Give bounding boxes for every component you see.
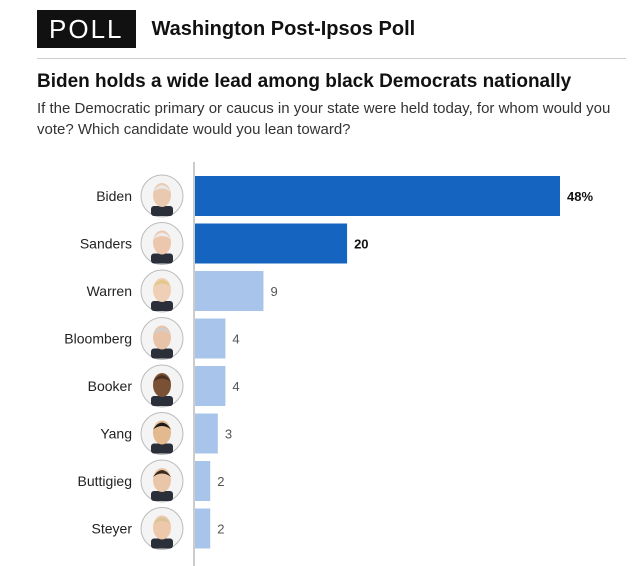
category-label: Booker	[88, 378, 133, 394]
bar	[195, 508, 211, 549]
bar-row: Sanders 20	[80, 222, 369, 265]
value-label: 4	[232, 379, 239, 394]
biden-portrait-icon	[140, 174, 184, 218]
category-label: Yang	[100, 426, 132, 442]
category-label: Buttigieg	[78, 473, 132, 489]
poll-source-title: Washington Post-Ipsos Poll	[151, 17, 416, 40]
value-label: 3	[225, 427, 232, 442]
bar	[195, 366, 226, 406]
category-label: Biden	[96, 188, 132, 204]
chart-title: Biden holds a wide lead among black Demo…	[37, 71, 572, 92]
poll-header: POLL Washington Post-Ipsos Poll	[37, 10, 415, 48]
category-label: Warren	[87, 283, 132, 299]
category-label: Bloomberg	[64, 331, 132, 347]
bloomberg-portrait-icon	[140, 317, 184, 360]
bar-row: Yang 3	[100, 412, 232, 455]
bar	[195, 413, 218, 454]
header-divider	[37, 58, 626, 59]
value-label: 48%	[567, 189, 593, 204]
chart-subtitle: If the Democratic primary or caucus in y…	[37, 100, 611, 138]
poll-badge: POLL	[37, 10, 136, 48]
bar-row: Buttigieg 2	[78, 459, 224, 503]
bar-row: Warren 9	[87, 269, 278, 313]
category-label: Sanders	[80, 236, 132, 252]
bar-row: Bloomberg 4	[64, 317, 240, 360]
steyer-portrait-icon	[140, 507, 184, 550]
category-label: Steyer	[92, 521, 133, 537]
buttigieg-portrait-icon	[140, 459, 184, 503]
bar	[195, 461, 211, 501]
booker-portrait-icon	[140, 364, 184, 408]
value-label: 2	[217, 474, 224, 489]
value-label: 4	[232, 332, 239, 347]
warren-portrait-icon	[140, 269, 184, 313]
bar	[195, 176, 560, 216]
value-label: 9	[270, 284, 277, 299]
bar	[195, 223, 348, 264]
bar	[195, 318, 226, 359]
bar	[195, 271, 264, 311]
yang-portrait-icon	[140, 412, 184, 455]
sanders-portrait-icon	[140, 222, 184, 265]
bar-row: Steyer 2	[92, 507, 224, 550]
value-label: 20	[354, 237, 368, 252]
bar-row: Booker 4	[88, 364, 240, 408]
bar-row: Biden 48%	[96, 174, 593, 218]
value-label: 2	[217, 522, 224, 537]
